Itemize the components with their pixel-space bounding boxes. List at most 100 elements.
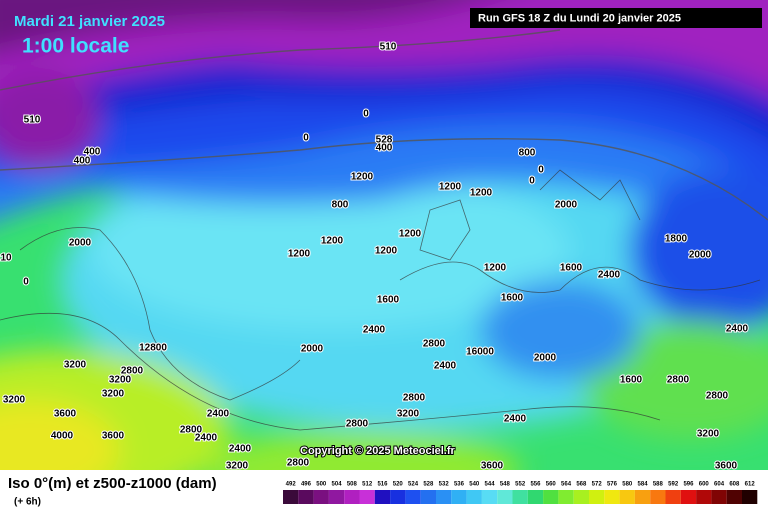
scale-label: 588 bbox=[653, 482, 664, 488]
contour-label: 400 bbox=[376, 143, 393, 154]
contour-label: 2800 bbox=[423, 339, 446, 350]
contour-label: 3200 bbox=[697, 429, 720, 440]
contour-label: 0 bbox=[529, 176, 535, 187]
contour-label: 0 bbox=[23, 277, 29, 288]
contour-label: 3200 bbox=[64, 360, 87, 371]
scale-swatch bbox=[466, 490, 482, 504]
scale-swatch bbox=[481, 490, 498, 504]
scale-swatch bbox=[436, 490, 452, 504]
scale-label: 552 bbox=[515, 482, 526, 488]
contour-label: 1200 bbox=[288, 249, 311, 260]
scale-label: 500 bbox=[316, 482, 327, 488]
contour-label: 800 bbox=[519, 148, 536, 159]
contour-label: 2400 bbox=[363, 325, 386, 336]
scale-label: 556 bbox=[530, 482, 541, 488]
contour-label: 2800 bbox=[287, 458, 310, 469]
scale-label: 612 bbox=[745, 482, 756, 488]
contour-label: 2000 bbox=[69, 238, 92, 249]
contour-label: 4000 bbox=[51, 431, 74, 442]
scale-swatch bbox=[405, 490, 421, 504]
contour-label: 2000 bbox=[689, 250, 712, 261]
scale-swatch bbox=[696, 490, 712, 504]
scale-label: 540 bbox=[469, 482, 480, 488]
contour-label: 2400 bbox=[504, 414, 527, 425]
scale-label: 584 bbox=[638, 482, 649, 488]
contour-label: 3200 bbox=[109, 375, 132, 386]
copyright: Copyright © 2025 Meteociel.fr bbox=[300, 445, 456, 457]
contour-label: 1600 bbox=[560, 263, 583, 274]
contour-label: 3600 bbox=[481, 461, 504, 472]
contour-label: 2400 bbox=[598, 270, 621, 281]
contour-label: 528 bbox=[376, 135, 393, 146]
scale-swatch bbox=[665, 490, 681, 504]
contour-label: 12800 bbox=[139, 343, 167, 354]
scale-label: 548 bbox=[500, 482, 511, 488]
scale-label: 492 bbox=[286, 482, 297, 488]
scale-label: 580 bbox=[622, 482, 633, 488]
contour-label: 1200 bbox=[351, 172, 374, 183]
scale-swatch bbox=[313, 490, 329, 504]
contour-label: 1200 bbox=[439, 182, 462, 193]
scale-swatch bbox=[604, 490, 620, 504]
contour-label: 800 bbox=[332, 200, 349, 211]
scale-swatch bbox=[589, 490, 605, 504]
contour-label: 1200 bbox=[375, 246, 398, 257]
scale-swatch bbox=[543, 490, 559, 504]
scale-label: 608 bbox=[729, 482, 740, 488]
scale-swatch bbox=[344, 490, 360, 504]
contour-label: 0 bbox=[303, 133, 309, 144]
scale-swatch bbox=[742, 490, 758, 504]
scale-label: 604 bbox=[714, 482, 725, 488]
scale-swatch bbox=[558, 490, 574, 504]
scale-label: 572 bbox=[592, 482, 603, 488]
scale-label: 528 bbox=[423, 482, 434, 488]
scale-swatch bbox=[359, 490, 375, 504]
contour-label: 2400 bbox=[195, 433, 218, 444]
scale-label: 508 bbox=[347, 482, 358, 488]
run-box bbox=[470, 8, 762, 28]
run-info: Run GFS 18 Z du Lundi 20 janvier 2025 bbox=[478, 12, 681, 24]
contour-label: 1600 bbox=[620, 375, 643, 386]
contour-label: 3200 bbox=[397, 409, 420, 420]
contour-label: 2800 bbox=[706, 391, 729, 402]
contour-label: 2400 bbox=[434, 361, 457, 372]
contour-label: 1200 bbox=[470, 188, 493, 199]
scale-swatch bbox=[451, 490, 467, 504]
scale-label: 596 bbox=[683, 482, 694, 488]
scale-swatch bbox=[680, 490, 697, 504]
contour-label: 3600 bbox=[715, 461, 738, 472]
scale-swatch bbox=[573, 490, 589, 504]
scale-label: 592 bbox=[668, 482, 679, 488]
contour-label: 2000 bbox=[555, 200, 578, 211]
scale-label: 532 bbox=[439, 482, 450, 488]
scale-swatch bbox=[298, 490, 314, 504]
contour-label: 0 bbox=[538, 165, 544, 176]
scale-swatch bbox=[650, 490, 666, 504]
scale-label: 568 bbox=[576, 482, 587, 488]
scale-swatch bbox=[527, 490, 544, 504]
scale-swatch bbox=[726, 490, 742, 504]
scale-swatch bbox=[328, 490, 345, 504]
contour-label: 2400 bbox=[229, 444, 252, 455]
scale-label: 504 bbox=[332, 482, 343, 488]
contour-label: 400 bbox=[74, 156, 91, 167]
scale-swatch bbox=[390, 490, 406, 504]
contour-label: 3600 bbox=[54, 409, 77, 420]
scale-swatch bbox=[497, 490, 513, 504]
contour-label: 2400 bbox=[726, 324, 749, 335]
contour-label: 2400 bbox=[207, 409, 230, 420]
scale-label: 496 bbox=[301, 482, 312, 488]
contour-label: 3200 bbox=[102, 389, 125, 400]
contour-label: 510 bbox=[380, 42, 397, 53]
contour-label: 1200 bbox=[321, 236, 344, 247]
contour-label: 3200 bbox=[3, 395, 26, 406]
contour-label: 2800 bbox=[667, 375, 690, 386]
contour-label: 1800 bbox=[665, 234, 688, 245]
contour-label: 2000 bbox=[534, 353, 557, 364]
contour-label: 16000 bbox=[466, 347, 494, 358]
legend-subtitle: (+ 6h) bbox=[14, 497, 41, 508]
contour-label: 1200 bbox=[399, 229, 422, 240]
